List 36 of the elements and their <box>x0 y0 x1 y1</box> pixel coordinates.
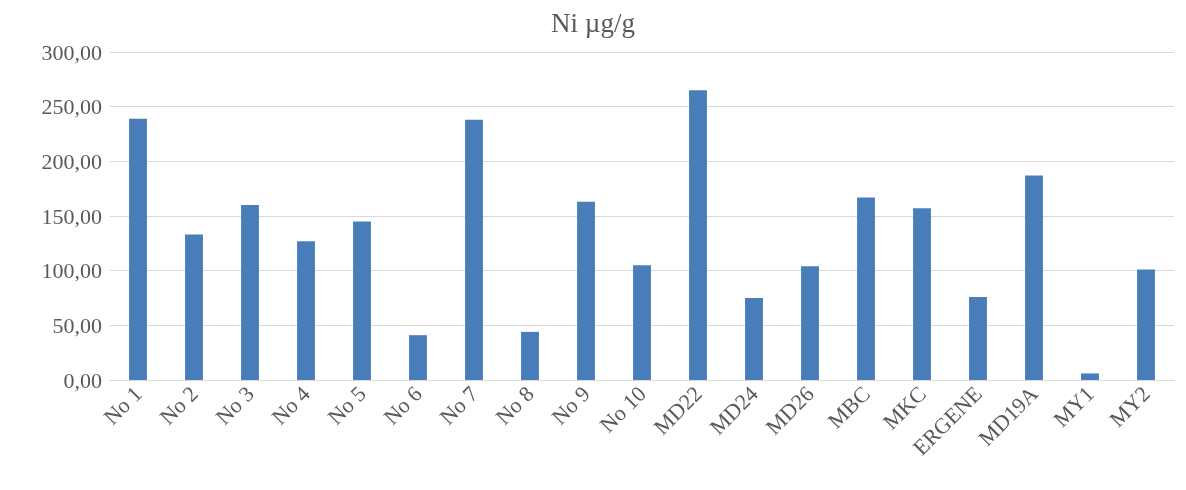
x-tick-label: No 3 <box>210 381 259 430</box>
bar <box>1081 373 1099 380</box>
bar <box>409 335 427 380</box>
x-tick-label: No 6 <box>378 381 427 430</box>
bar <box>297 241 315 380</box>
y-tick-label: 300,00 <box>41 39 102 65</box>
bar <box>857 197 875 380</box>
y-tick-label: 200,00 <box>41 148 102 174</box>
bar <box>185 234 203 380</box>
x-tick-label: No 5 <box>322 381 371 430</box>
y-tick-label: 150,00 <box>41 203 102 229</box>
x-tick-label: No 8 <box>490 381 539 430</box>
y-tick-label: 100,00 <box>41 258 102 284</box>
y-tick-label: 250,00 <box>41 94 102 120</box>
chart-title: Ni µg/g <box>551 7 635 38</box>
bar <box>241 205 259 380</box>
bar <box>633 265 651 380</box>
bar <box>1137 269 1155 380</box>
x-tick-label: No 4 <box>266 381 315 430</box>
bar <box>913 208 931 380</box>
y-tick-label: 50,00 <box>52 312 102 338</box>
bar <box>745 298 763 380</box>
x-tick-label: No 9 <box>546 381 595 430</box>
bar <box>801 266 819 380</box>
bar <box>1025 175 1043 380</box>
bar <box>129 118 147 380</box>
bar <box>969 296 987 380</box>
bar <box>577 201 595 380</box>
bar <box>689 90 707 380</box>
x-tick-label: No 2 <box>154 381 203 430</box>
x-tick-label: No 7 <box>434 381 483 430</box>
bar <box>521 331 539 380</box>
y-tick-label: 0,00 <box>63 367 102 393</box>
bar <box>353 221 371 380</box>
x-tick-label: No 10 <box>594 381 651 438</box>
bar <box>465 119 483 380</box>
